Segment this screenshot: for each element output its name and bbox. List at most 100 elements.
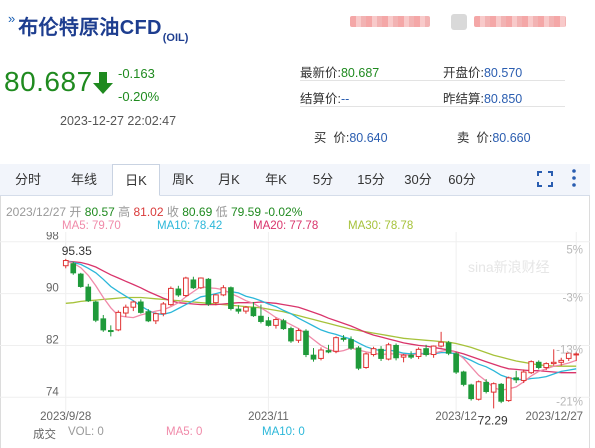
quote-bid-label: 买 价: [313, 131, 350, 145]
candle-body [325, 350, 332, 353]
candle-body [318, 349, 324, 359]
tab-intraday[interactable]: 分时 [14, 172, 41, 187]
candle [573, 351, 580, 362]
candle-body [213, 294, 219, 304]
divider [300, 80, 565, 81]
candle [190, 276, 197, 290]
tab-weekly-k[interactable]: 周K [172, 172, 194, 187]
info-high: 81.02 [133, 205, 164, 219]
quote-prev-settle-label: 昨结算: [443, 92, 484, 106]
candle [303, 329, 309, 358]
candle [92, 300, 99, 323]
candle [318, 347, 324, 361]
more-icon[interactable] [570, 168, 578, 188]
y-tick-label: 98 [46, 232, 59, 243]
quote-bid: 买 价:80.640 [300, 113, 388, 160]
candle [550, 349, 557, 366]
min-annotation: 72.29 [478, 413, 508, 427]
divider [300, 106, 565, 107]
title-sub: (OIL) [162, 32, 189, 44]
quote-latest-value: 80.687 [340, 66, 380, 80]
candle [498, 383, 505, 404]
candle [160, 302, 167, 317]
candle-body [520, 371, 527, 381]
ohlc-info: 2023/12/27 开 80.57 高 81.02 收 80.69 低 79.… [6, 203, 302, 220]
candle [468, 383, 474, 401]
tab-daily-k[interactable]: 日K [112, 164, 160, 196]
info-open: 80.57 [84, 205, 115, 219]
tab-yearly-k[interactable]: 年K [265, 172, 287, 187]
y-tick-label: 74 [46, 386, 59, 398]
tab-60min[interactable]: 60分 [448, 172, 476, 187]
tab-15min[interactable]: 15分 [357, 172, 385, 187]
candle-body [100, 318, 107, 331]
candle [273, 317, 279, 329]
tab-30min[interactable]: 30分 [404, 172, 432, 187]
last-price: 80.687 [4, 66, 93, 97]
info-open-label: 开 [69, 205, 82, 219]
quote-timestamp: 2023-12-27 22:02:47 [60, 114, 177, 128]
candlestick-chart[interactable]: sina新浪财经 98 5% 90 -3% 82 -13% 74 -21% 2023/9/28 2… [0, 232, 590, 432]
ma10-legend: MA10: 78.42 [157, 220, 223, 232]
candle [348, 336, 354, 350]
quote-prev-settle-value: 80.850 [483, 92, 523, 106]
candle-body [250, 307, 257, 317]
title-text: 布伦特原油CFD [18, 17, 162, 39]
candle-body [115, 311, 122, 331]
candle-body [430, 345, 437, 356]
candle [543, 362, 550, 371]
candle [175, 285, 182, 297]
info-low: 79.59 [230, 205, 261, 219]
max-annotation: 95.35 [62, 244, 92, 258]
candle-body [205, 278, 212, 305]
candle [535, 360, 542, 370]
ma5-legend: MA5: 79.70 [62, 220, 121, 232]
candle-body [310, 354, 317, 360]
candle [153, 312, 159, 325]
candle [333, 336, 339, 354]
candle-body [385, 344, 392, 360]
x-tick-label: 2023/9/28 [40, 411, 91, 423]
ma30-line [65, 296, 577, 367]
candle [415, 347, 422, 360]
candle-body [280, 320, 287, 330]
candle [228, 286, 234, 311]
candle-body [303, 330, 309, 356]
tab-5min[interactable]: 5分 [312, 172, 334, 187]
candle [77, 272, 84, 288]
down-arrow-icon [93, 72, 113, 94]
candle-body [543, 363, 550, 368]
candle [438, 331, 444, 348]
candle [370, 346, 377, 357]
tab-yearline[interactable]: 年线 [70, 172, 97, 187]
candle-body [400, 354, 407, 358]
quote-open: 开盘价:80.570 [443, 62, 522, 81]
candle [400, 353, 407, 363]
candle [243, 305, 249, 314]
candles [62, 258, 580, 409]
candle-body [160, 303, 167, 315]
candle [168, 286, 174, 306]
candle [205, 278, 212, 306]
candle [280, 318, 287, 330]
candle [115, 310, 122, 332]
quote-ask-label: 卖 价: [456, 131, 493, 145]
candle-body [453, 353, 459, 373]
candle-body [423, 348, 429, 356]
candle-body [137, 301, 144, 313]
redacted-icon [451, 14, 467, 30]
candle-body [513, 377, 520, 381]
candle-body [190, 279, 197, 289]
candle [460, 370, 467, 387]
volume-ma5: MA5: 0 [166, 426, 203, 438]
candle [393, 343, 399, 361]
candle-body [340, 337, 347, 340]
tab-monthly-k[interactable]: 月K [218, 172, 240, 187]
candle [70, 261, 77, 275]
fullscreen-icon[interactable] [536, 170, 554, 188]
candle-body [295, 330, 302, 341]
info-close: 80.69 [182, 205, 213, 219]
ma30-legend: MA30: 78.78 [348, 220, 414, 232]
ma20-line [65, 260, 577, 374]
candle-body [468, 384, 474, 400]
